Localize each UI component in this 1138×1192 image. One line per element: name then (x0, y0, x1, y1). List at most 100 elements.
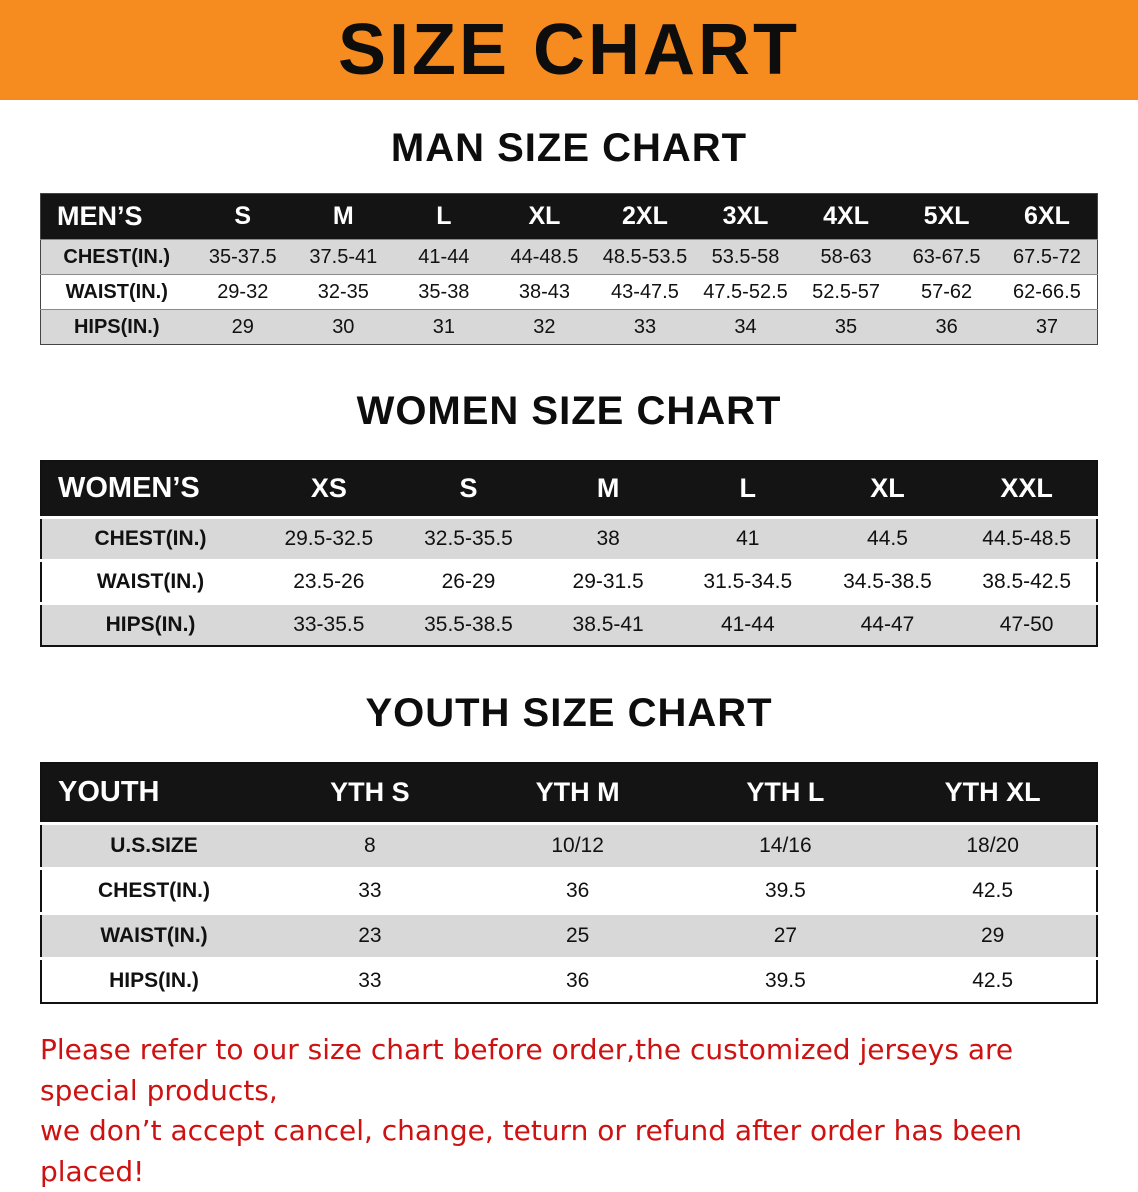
size-column-header: L (677, 461, 818, 517)
table-row: HIPS(IN.) 29 30 31 32 33 34 35 36 37 (40, 309, 1098, 345)
size-column-header: M (293, 193, 394, 240)
size-value: 47-50 (999, 612, 1054, 636)
size-value: 38-43 (518, 280, 570, 303)
table-row: U.S.SIZE 8 10/12 14/16 18/20 (41, 823, 1097, 868)
size-value: 27 (773, 923, 798, 947)
size-value: 44-48.5 (510, 245, 579, 268)
size-value: 37 (1035, 315, 1059, 338)
size-value: 8 (364, 833, 376, 857)
size-column-header: 6XL (996, 193, 1098, 240)
size-value: 36 (565, 968, 590, 992)
row-label: CHEST(IN.) (94, 526, 207, 550)
row-label: HIPS(IN.) (73, 315, 160, 338)
size-value: 31.5-34.5 (703, 569, 793, 593)
size-column-header: XL (817, 461, 958, 517)
row-label: CHEST(IN.) (98, 878, 210, 902)
table-row: HIPS(IN.) 33-35.5 35.5-38.5 38.5-41 41-44 44-… (41, 603, 1097, 646)
size-value: 62-66.5 (1013, 280, 1081, 303)
size-value: 38.5-41 (572, 612, 644, 636)
size-value: 58-63 (820, 245, 872, 268)
table-row: WAIST(IN.) 23.5-26 26-29 29-31.5 31.5-34.5 34… (41, 560, 1097, 603)
disclaimer-line-1: Please refer to our size chart before or… (40, 1033, 1014, 1107)
size-value: 33 (633, 315, 657, 338)
size-column-header: YTH M (473, 763, 682, 823)
table-group-label: WOMEN’S (41, 461, 259, 517)
size-value: 29 (231, 315, 254, 338)
size-value: 36 (935, 315, 958, 338)
size-value: 36 (565, 878, 590, 902)
row-label: HIPS(IN.) (109, 968, 199, 992)
table-row: CHEST(IN.) 33 36 39.5 42.5 (41, 868, 1097, 913)
size-value: 47.5-52.5 (703, 280, 788, 303)
size-value: 29.5-32.5 (284, 526, 374, 550)
women-section-title: WOMEN SIZE CHART (356, 389, 782, 433)
size-column-header: YTH XL (889, 763, 1097, 823)
size-value: 35-37.5 (208, 245, 277, 268)
size-column-header: XXL (957, 461, 1097, 517)
size-value: 31 (432, 315, 455, 338)
size-value: 35-38 (418, 280, 470, 303)
size-value: 39.5 (764, 878, 806, 902)
size-column-header: YTH S (266, 763, 474, 823)
table-row: HIPS(IN.) 33 36 39.5 42.5 (41, 958, 1097, 1003)
size-value: 41-44 (418, 245, 470, 268)
size-column-header: 4XL (795, 193, 897, 240)
size-value: 33 (358, 968, 382, 992)
table-group-label: YOUTH (41, 763, 266, 823)
banner: SIZE CHART (0, 0, 1138, 100)
size-column-header: YTH L (681, 763, 890, 823)
table-row: WAIST(IN.) 29-32 32-35 35-38 38-43 43-47.5 47.… (40, 274, 1098, 310)
size-value: 57-62 (921, 280, 973, 303)
size-value: 23.5-26 (293, 569, 365, 593)
disclaimer-line-2: we don’t accept cancel, change, teturn o… (40, 1114, 1022, 1188)
size-value: 42.5 (972, 878, 1014, 902)
youth-size-section: YOUTH SIZE CHART YOUTH YTH S YTH M YTH L YTH… (0, 691, 1138, 1004)
size-value: 29-31.5 (572, 569, 644, 593)
table-group-label: MEN’S (40, 193, 193, 240)
size-value: 38 (596, 526, 620, 550)
size-value: 14/16 (759, 833, 812, 857)
size-column-header: M (538, 461, 678, 517)
women-size-section: WOMEN SIZE CHART WOMEN’S XS S M L XL XXL CHEST(… (0, 389, 1138, 647)
size-value: 26-29 (441, 569, 496, 593)
size-column-header: XL (494, 193, 595, 240)
row-label: HIPS(IN.) (105, 612, 196, 636)
size-value: 35.5-38.5 (424, 612, 513, 636)
size-value: 42.5 (972, 968, 1014, 992)
size-value: 37.5-41 (309, 245, 378, 268)
size-value: 67.5-72 (1013, 245, 1081, 268)
size-value: 34.5-38.5 (843, 569, 932, 593)
youth-size-table: YOUTH YTH S YTH M YTH L YTH XL U.S.SIZE 8 10/12… (40, 762, 1098, 1004)
size-value: 29-32 (217, 280, 269, 303)
table-header-row: WOMEN’S XS S M L XL XXL (41, 461, 1097, 517)
size-value: 23 (358, 923, 382, 947)
size-value: 33 (358, 878, 382, 902)
size-value: 35 (834, 315, 858, 338)
size-value: 44.5-48.5 (982, 526, 1072, 550)
row-label: CHEST(IN.) (63, 245, 171, 268)
size-value: 33-35.5 (293, 612, 365, 636)
size-value: 34 (734, 315, 757, 338)
table-header-row: MEN’S S M L XL 2XL 3XL 4XL 5XL 6XL (40, 193, 1098, 240)
women-size-table: WOMEN’S XS S M L XL XXL CHEST(IN.) 29.5-32.5 32.5… (40, 460, 1098, 647)
size-value: 41-44 (720, 612, 775, 636)
size-value: 63-67.5 (912, 245, 981, 268)
size-value: 41 (736, 526, 760, 550)
table-row: WAIST(IN.) 23 25 27 29 (41, 913, 1097, 958)
size-value: 30 (332, 315, 355, 338)
size-value: 53.5-58 (711, 245, 780, 268)
size-value: 38.5-42.5 (982, 569, 1072, 593)
size-value: 44.5 (867, 526, 908, 550)
disclaimer: Please refer to our size chart before or… (0, 1030, 1138, 1192)
size-column-header: 3XL (695, 193, 796, 240)
man-section-title: MAN SIZE CHART (390, 126, 748, 170)
table-row: CHEST(IN.) 35-37.5 37.5-41 41-44 44-48.5 48.5… (40, 239, 1098, 275)
size-column-header: S (192, 193, 294, 240)
size-value: 43-47.5 (611, 280, 679, 303)
size-column-header: S (398, 461, 539, 517)
size-value: 32 (533, 315, 556, 338)
size-column-header: L (393, 193, 495, 240)
row-label: WAIST(IN.) (65, 280, 168, 303)
size-value: 39.5 (764, 968, 806, 992)
